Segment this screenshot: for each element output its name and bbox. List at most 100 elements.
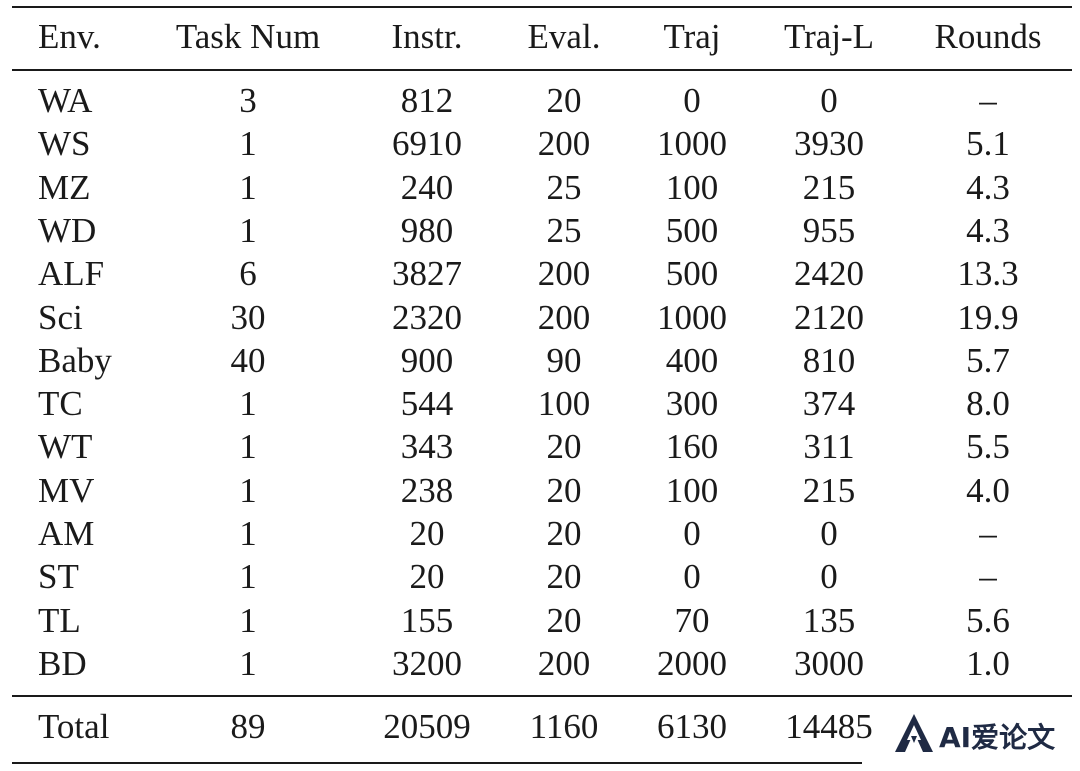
total-eval: 1160 bbox=[529, 707, 599, 746]
cell-traj-l: 810 bbox=[802, 340, 856, 380]
cell-rounds: 4.0 bbox=[966, 470, 1010, 510]
cell-instr: 544 bbox=[400, 384, 454, 424]
table-row: AM 1 20 20 0 0 – bbox=[12, 512, 1072, 555]
cell-traj-l: 3930 bbox=[794, 124, 864, 164]
table-row: WD 1 980 25 500 955 4.3 bbox=[12, 209, 1072, 252]
total-row: Total 89 20509 1160 6130 14485 bbox=[12, 705, 1072, 748]
cell-instr: 900 bbox=[400, 340, 454, 380]
cell-eval: 20 bbox=[546, 600, 582, 640]
cell-rounds: 5.5 bbox=[966, 427, 1010, 467]
header-rounds: Rounds bbox=[934, 17, 1042, 56]
cell-task-num: 1 bbox=[239, 210, 257, 250]
cell-rounds: – bbox=[979, 81, 997, 120]
cell-env: ST bbox=[38, 557, 79, 597]
cell-env: WD bbox=[38, 210, 97, 250]
cell-instr: 2320 bbox=[392, 297, 462, 337]
table-row: ALF 6 3827 200 500 2420 13.3 bbox=[12, 252, 1072, 295]
cell-instr: 20 bbox=[409, 514, 445, 553]
cell-task-num: 1 bbox=[239, 427, 257, 467]
cell-rounds: – bbox=[979, 557, 997, 597]
table-row: TC 1 544 100 300 374 8.0 bbox=[12, 382, 1072, 425]
cell-traj: 100 bbox=[665, 470, 719, 510]
cell-rounds: 5.1 bbox=[966, 124, 1010, 164]
header-traj: Traj bbox=[663, 17, 721, 56]
cell-env: WS bbox=[38, 124, 91, 164]
cell-rounds: 5.6 bbox=[966, 600, 1010, 640]
cell-rounds: 4.3 bbox=[966, 167, 1010, 207]
cell-eval: 90 bbox=[546, 340, 582, 380]
cell-env: TC bbox=[38, 384, 83, 424]
table-bottom-rule bbox=[12, 762, 862, 764]
cell-instr: 3200 bbox=[392, 643, 462, 683]
cell-traj-l: 0 bbox=[820, 514, 838, 553]
cell-task-num: 6 bbox=[239, 254, 257, 294]
cell-eval: 25 bbox=[546, 167, 582, 207]
cell-traj-l: 215 bbox=[802, 470, 856, 510]
cell-eval: 20 bbox=[546, 514, 582, 553]
cell-eval: 200 bbox=[537, 254, 591, 294]
watermark-text: AI爱论文 bbox=[939, 721, 1055, 754]
cell-eval: 20 bbox=[546, 470, 582, 510]
cell-traj: 0 bbox=[683, 557, 701, 597]
cell-rounds: – bbox=[979, 514, 997, 553]
cell-task-num: 1 bbox=[239, 557, 257, 597]
cell-instr: 812 bbox=[400, 81, 454, 120]
cell-eval: 25 bbox=[546, 210, 582, 250]
cell-rounds: 13.3 bbox=[957, 254, 1019, 294]
cell-traj-l: 0 bbox=[820, 557, 838, 597]
cell-traj-l: 0 bbox=[820, 81, 838, 120]
table-row: WS 1 6910 200 1000 3930 5.1 bbox=[12, 122, 1072, 165]
cell-env: BD bbox=[38, 643, 87, 683]
cell-traj: 500 bbox=[665, 254, 719, 294]
cell-traj-l: 374 bbox=[802, 384, 856, 424]
total-label: Total bbox=[38, 707, 110, 746]
cell-traj-l: 215 bbox=[802, 167, 856, 207]
cell-instr: 980 bbox=[400, 210, 454, 250]
cell-env: WT bbox=[38, 427, 93, 467]
header-eval: Eval. bbox=[527, 17, 601, 56]
cell-traj: 100 bbox=[665, 167, 719, 207]
cell-traj: 300 bbox=[665, 384, 719, 424]
cell-traj: 400 bbox=[665, 340, 719, 380]
cell-traj: 2000 bbox=[657, 643, 727, 683]
cell-task-num: 1 bbox=[239, 600, 257, 640]
cell-traj-l: 2120 bbox=[794, 297, 864, 337]
table-row: Sci 30 2320 200 1000 2120 19.9 bbox=[12, 296, 1072, 339]
cell-eval: 20 bbox=[546, 427, 582, 467]
cell-task-num: 1 bbox=[239, 124, 257, 164]
cell-env: Baby bbox=[38, 340, 112, 380]
cell-rounds: 5.7 bbox=[966, 340, 1010, 380]
cell-task-num: 1 bbox=[239, 643, 257, 683]
cell-task-num: 3 bbox=[239, 81, 257, 120]
table-row: Baby 40 900 90 400 810 5.7 bbox=[12, 339, 1072, 382]
header-traj-l: Traj-L bbox=[783, 17, 875, 56]
cell-task-num: 40 bbox=[230, 340, 266, 380]
cell-rounds: 8.0 bbox=[966, 384, 1010, 424]
cell-env: Sci bbox=[38, 297, 83, 337]
cell-traj: 0 bbox=[683, 514, 701, 553]
cell-eval: 200 bbox=[537, 297, 591, 337]
cell-traj-l: 135 bbox=[802, 600, 856, 640]
cell-traj-l: 3000 bbox=[794, 643, 864, 683]
cell-rounds: 1.0 bbox=[966, 643, 1010, 683]
table-row: WA 3 812 20 0 0 – bbox=[12, 79, 1072, 122]
table-row: MV 1 238 20 100 215 4.0 bbox=[12, 469, 1072, 512]
table-row: TL 1 155 20 70 135 5.6 bbox=[12, 599, 1072, 642]
cell-env: TL bbox=[38, 600, 81, 640]
cell-traj-l: 2420 bbox=[794, 254, 864, 294]
cell-eval: 200 bbox=[537, 643, 591, 683]
cell-instr: 240 bbox=[400, 167, 454, 207]
cell-task-num: 1 bbox=[239, 167, 257, 207]
logo-a-icon bbox=[895, 714, 933, 752]
table-row: BD 1 3200 200 2000 3000 1.0 bbox=[12, 642, 1072, 685]
cell-task-num: 1 bbox=[239, 470, 257, 510]
cell-env: AM bbox=[38, 514, 95, 553]
table-row: MZ 1 240 25 100 215 4.3 bbox=[12, 166, 1072, 209]
total-rule bbox=[12, 695, 1072, 697]
cell-env: WA bbox=[38, 81, 93, 120]
total-instr: 20509 bbox=[383, 707, 471, 746]
cell-instr: 6910 bbox=[392, 124, 462, 164]
cell-instr: 155 bbox=[400, 600, 454, 640]
cell-rounds: 4.3 bbox=[966, 210, 1010, 250]
cell-traj: 160 bbox=[665, 427, 719, 467]
